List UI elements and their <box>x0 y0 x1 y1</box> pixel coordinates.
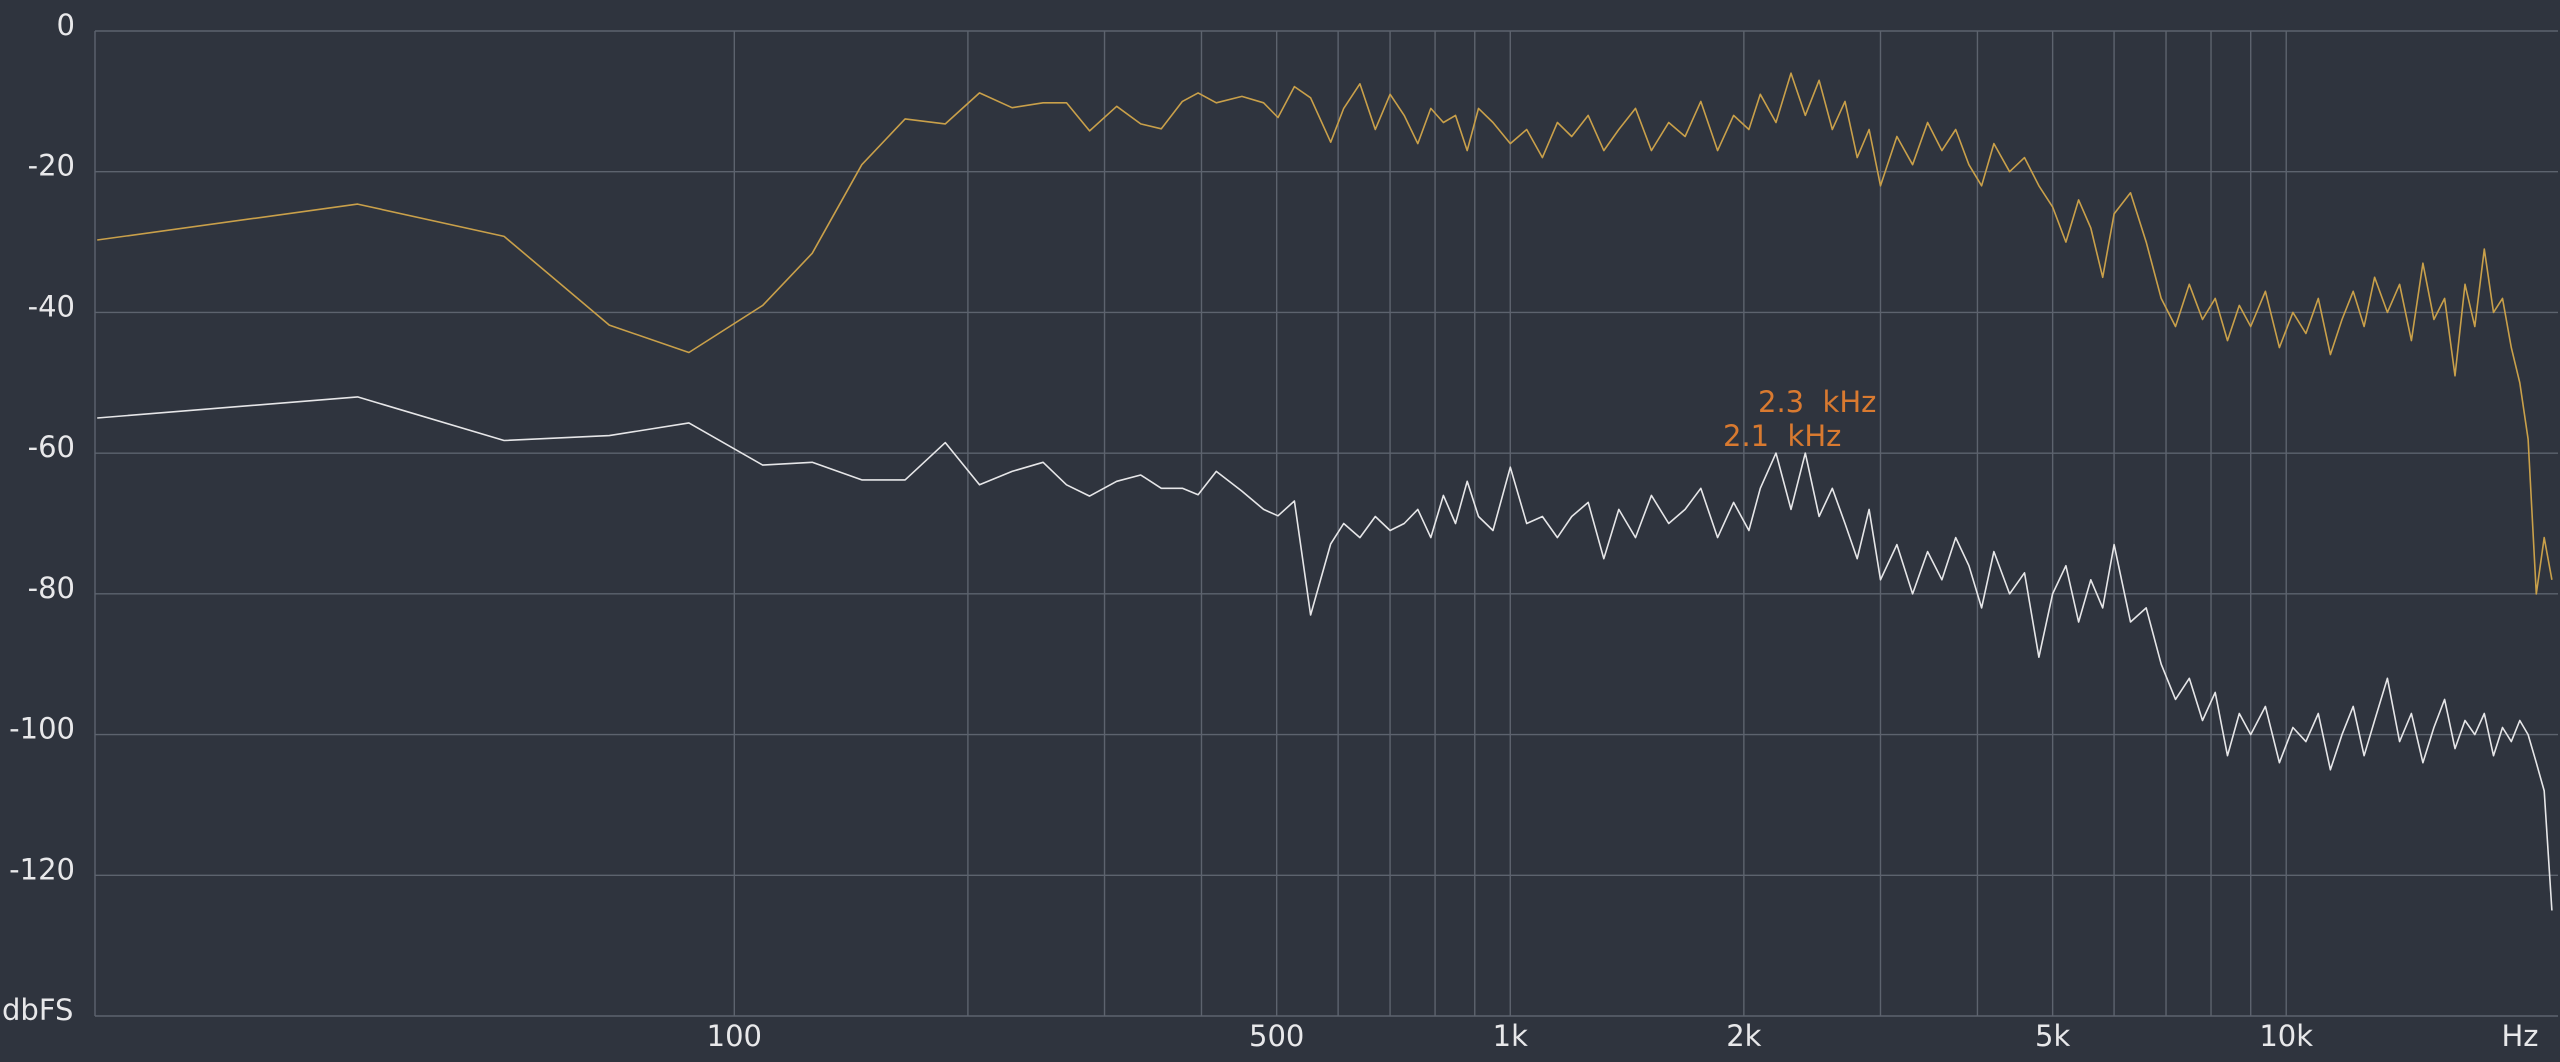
y-tick-label: -20 <box>28 149 75 183</box>
y-axis-label: dbFS <box>2 993 73 1027</box>
y-tick-label: -80 <box>28 571 75 605</box>
peak-annotation: 2.1 kHz <box>1723 419 1841 453</box>
x-tick-label: 500 <box>1249 1019 1304 1053</box>
spectrum-line <box>97 72 2553 595</box>
x-tick-label: 100 <box>707 1019 762 1053</box>
y-tick-label: -100 <box>9 712 75 746</box>
y-tick-label: -120 <box>9 852 75 886</box>
x-tick-label: 5k <box>2035 1019 2070 1053</box>
y-tick-label: 0 <box>57 8 75 42</box>
x-tick-label: 2k <box>1726 1019 1761 1053</box>
y-tick-label: -60 <box>28 430 75 464</box>
spectrum-line <box>97 396 2553 911</box>
y-tick-label: -40 <box>28 289 75 323</box>
x-unit-label: Hz <box>2501 1019 2538 1053</box>
peak-annotation: 2.3 kHz <box>1758 385 1876 419</box>
x-tick-label: 10k <box>2259 1019 2313 1053</box>
x-tick-label: 1k <box>1493 1019 1528 1053</box>
